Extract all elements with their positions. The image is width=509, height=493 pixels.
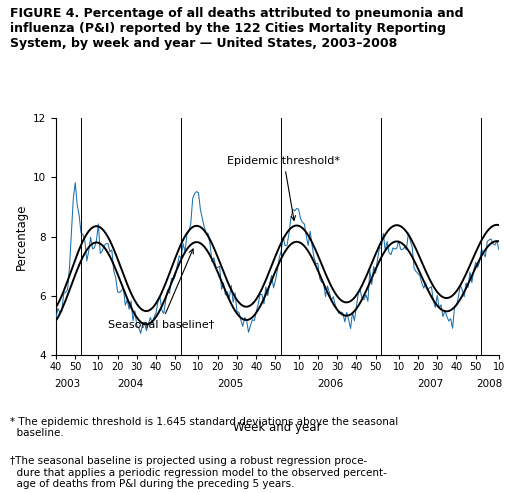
Text: * The epidemic threshold is 1.645 standard deviations above the seasonal
  basel: * The epidemic threshold is 1.645 standa… xyxy=(10,417,399,438)
Text: †The seasonal baseline is projected using a robust regression proce-
  dure that: †The seasonal baseline is projected usin… xyxy=(10,456,387,489)
Text: 2007: 2007 xyxy=(417,379,444,388)
Text: 2005: 2005 xyxy=(217,379,243,388)
Text: 2006: 2006 xyxy=(317,379,344,388)
Text: Week and year: Week and year xyxy=(233,421,322,434)
Text: Seasonal baseline†: Seasonal baseline† xyxy=(108,249,214,329)
Text: 2004: 2004 xyxy=(117,379,143,388)
Y-axis label: Percentage: Percentage xyxy=(14,204,27,270)
Text: 2008: 2008 xyxy=(476,379,502,388)
Text: FIGURE 4. Percentage of all deaths attributed to pneumonia and
influenza (P&I) r: FIGURE 4. Percentage of all deaths attri… xyxy=(10,7,464,50)
Text: 2003: 2003 xyxy=(54,379,80,388)
Text: Epidemic threshold*: Epidemic threshold* xyxy=(228,156,341,220)
